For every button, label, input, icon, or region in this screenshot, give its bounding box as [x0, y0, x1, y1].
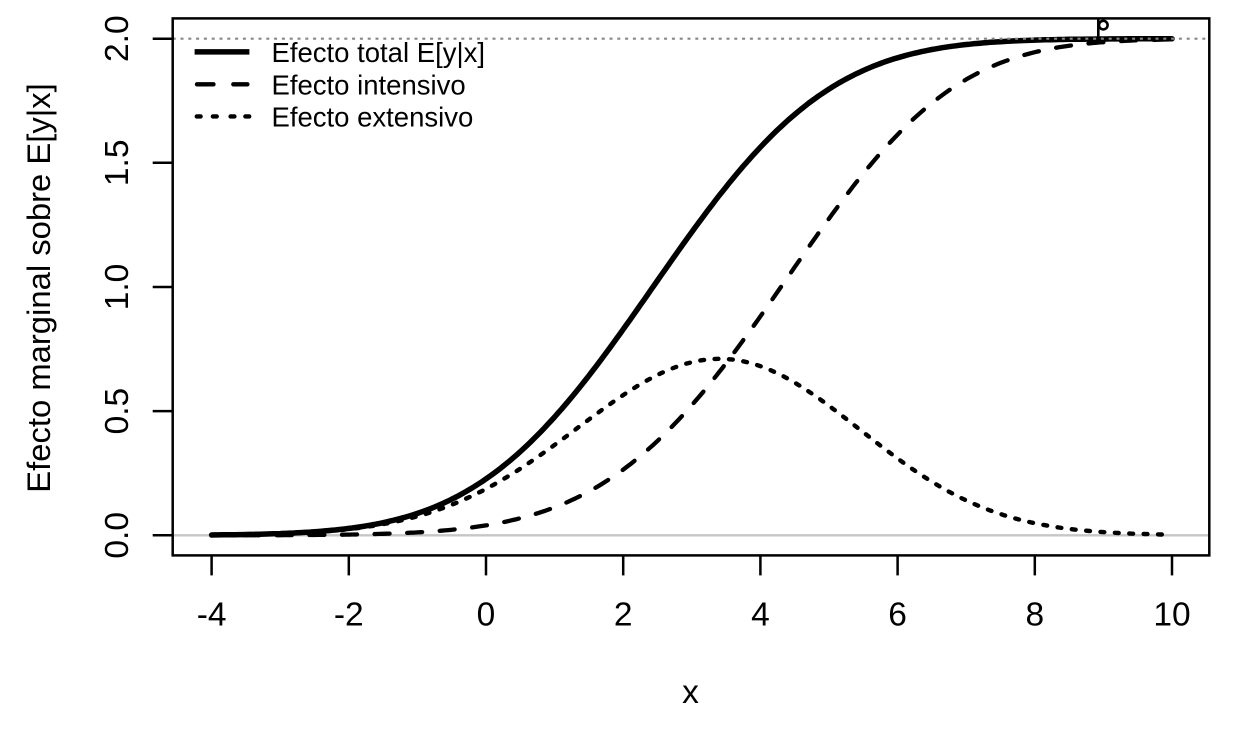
svg-text:8: 8	[1025, 596, 1044, 633]
svg-text:Efecto intensivo: Efecto intensivo	[272, 69, 466, 100]
svg-text:-4: -4	[197, 596, 227, 633]
svg-text:0.5: 0.5	[99, 388, 136, 435]
svg-text:2: 2	[614, 596, 633, 633]
svg-text:1.0: 1.0	[99, 264, 136, 311]
svg-text:0.0: 0.0	[99, 512, 136, 559]
svg-text:2.0: 2.0	[99, 15, 136, 62]
svg-text:-2: -2	[334, 596, 364, 633]
svg-text:Efecto extensivo: Efecto extensivo	[272, 101, 474, 132]
svg-text:4: 4	[751, 596, 770, 633]
svg-text:Efecto total E[y|x]: Efecto total E[y|x]	[272, 37, 486, 68]
svg-text:Efecto marginal sobre E[y|x]: Efecto marginal sobre E[y|x]	[20, 83, 57, 493]
svg-text:1.5: 1.5	[99, 140, 136, 187]
svg-text:0: 0	[477, 596, 496, 633]
svg-text:6: 6	[888, 596, 907, 633]
svg-text:x: x	[682, 674, 699, 711]
svg-text:10: 10	[1153, 596, 1190, 633]
